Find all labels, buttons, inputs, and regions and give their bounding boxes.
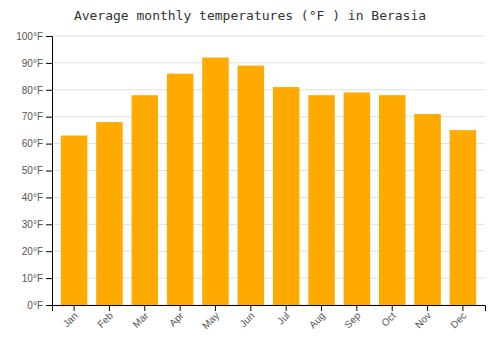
y-tick-label: 100°F <box>16 31 43 42</box>
x-tick: Nov <box>413 305 433 330</box>
grid <box>52 36 485 305</box>
x-tick: Sep <box>342 305 363 330</box>
grid-line <box>52 89 485 90</box>
bar <box>344 92 371 305</box>
x-tick: Jul <box>275 305 292 327</box>
y-tick-label: 50°F <box>22 165 43 176</box>
x-tick-mark <box>427 305 428 311</box>
y-tick-mark <box>46 90 52 91</box>
x-tick-label: Feb <box>95 310 115 330</box>
y-tick-label: 70°F <box>22 111 43 122</box>
bar <box>202 58 229 305</box>
x-tick-label: Jul <box>275 310 292 327</box>
grid-line <box>52 36 485 37</box>
x-tick-mark <box>180 305 181 311</box>
x-tick-mark <box>392 305 393 311</box>
bar <box>238 66 265 305</box>
x-tick-label: Oct <box>379 310 398 329</box>
x-tick-label: Apr <box>167 309 186 328</box>
x-axis-line <box>53 306 486 312</box>
x-tick-mark <box>250 305 251 311</box>
x-tick: May <box>200 305 221 331</box>
x-tick: Oct <box>379 305 398 329</box>
x-tick-mark <box>74 305 75 311</box>
y-tick: 0°F <box>27 300 52 311</box>
y-tick: 100°F <box>16 31 52 42</box>
y-tick-mark <box>46 224 52 225</box>
x-tick-mark <box>215 305 216 311</box>
x-tick-mark <box>286 305 287 311</box>
x-tick: Feb <box>95 305 115 330</box>
bar <box>414 114 441 305</box>
x-tick: Jan <box>61 305 80 329</box>
x-axis: Jan Feb Mar Apr May Jun Jul Aug Sep Oct Nov Dec <box>53 305 486 331</box>
y-tick-mark <box>46 251 52 252</box>
y-tick-mark <box>46 63 52 64</box>
x-tick-label: Jun <box>237 310 256 329</box>
plot: 0°F 10°F 20°F 30°F 40°F 50°F 60°F 70°F 80°F 90°F 1… <box>16 31 485 331</box>
x-tick-label: Mar <box>130 309 150 329</box>
y-tick: 10°F <box>22 273 52 284</box>
bar <box>273 87 300 305</box>
x-tick: Apr <box>167 305 186 329</box>
grid-line <box>52 62 485 63</box>
chart: 0°F 10°F 20°F 30°F 40°F 50°F 60°F 70°F 80°F 90°F 1… <box>0 0 500 350</box>
y-tick-label: 30°F <box>22 219 43 230</box>
x-tick-mark <box>356 305 357 311</box>
y-tick-label: 20°F <box>22 246 43 257</box>
bar <box>61 136 88 305</box>
y-tick: 90°F <box>22 58 52 69</box>
bar <box>132 95 159 305</box>
bar <box>450 130 477 305</box>
y-tick: 30°F <box>22 219 52 230</box>
y-tick-label: 60°F <box>22 138 43 149</box>
y-tick-mark <box>46 278 52 279</box>
y-tick-label: 10°F <box>22 273 43 284</box>
y-tick-label: 0°F <box>27 300 43 311</box>
bar <box>96 122 123 305</box>
bar <box>379 95 406 305</box>
y-tick: 40°F <box>22 192 52 203</box>
y-tick: 60°F <box>22 138 52 149</box>
y-tick-mark <box>46 36 52 37</box>
y-tick-mark <box>46 305 52 306</box>
y-tick-label: 80°F <box>22 85 43 96</box>
y-axis-line <box>46 37 53 306</box>
x-tick-label: May <box>200 310 221 331</box>
x-tick: Jun <box>237 305 256 329</box>
x-tick-label: Dec <box>448 310 468 330</box>
y-tick-mark <box>46 117 52 118</box>
x-tick-label: Sep <box>342 310 363 331</box>
y-tick: 70°F <box>22 111 52 122</box>
y-tick-mark <box>46 171 52 172</box>
bars <box>61 58 476 305</box>
y-tick-label: 90°F <box>22 58 43 69</box>
x-tick-mark <box>144 305 145 311</box>
y-tick-label: 40°F <box>22 192 43 203</box>
x-tick-label: Aug <box>307 310 327 330</box>
y-axis: 0°F 10°F 20°F 30°F 40°F 50°F 60°F 70°F 80°F 90°F 1… <box>16 31 52 311</box>
x-tick: Aug <box>307 305 327 330</box>
y-tick-mark <box>46 197 52 198</box>
x-tick-mark <box>109 305 110 311</box>
bar <box>308 95 335 305</box>
x-tick-label: Jan <box>61 310 80 329</box>
bar <box>167 74 194 305</box>
title: Average monthly temperatures (°F ) in Be… <box>74 8 426 23</box>
x-tick-label: Nov <box>413 310 433 330</box>
x-tick: Dec <box>448 305 468 330</box>
x-tick-mark <box>321 305 322 311</box>
x-tick-mark <box>462 305 463 311</box>
y-tick: 80°F <box>22 85 52 96</box>
y-tick: 20°F <box>22 246 52 257</box>
y-tick: 50°F <box>22 165 52 176</box>
y-tick-mark <box>46 144 52 145</box>
x-tick: Mar <box>130 305 150 330</box>
